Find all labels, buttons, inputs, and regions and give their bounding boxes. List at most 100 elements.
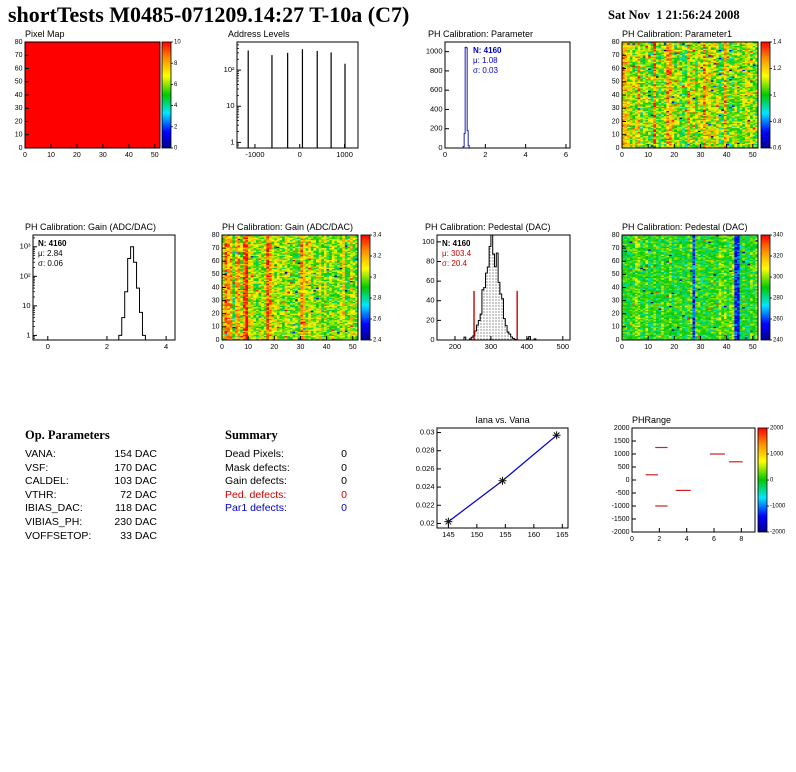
svg-text:1000: 1000 (336, 150, 353, 159)
svg-text:50: 50 (612, 271, 620, 278)
chart-title: Iana vs. Vana (475, 415, 530, 425)
svg-text:0: 0 (620, 344, 624, 351)
chart-title: Pixel Map (25, 29, 65, 39)
panel-pixel-map: Pixel Map 10 8 6 4 2 0 0 10 20 30 40 50 0 10 20 30 40 50 6… (0, 28, 198, 168)
svg-text:50: 50 (349, 344, 357, 351)
svg-text:80: 80 (612, 39, 620, 46)
summary-label: Dead Pixels: (225, 448, 284, 460)
svg-text:0: 0 (298, 150, 302, 159)
op-parameters-block: Op. Parameters VANA: 154 DAC VSF: 170 DA… (25, 428, 157, 543)
op-parameter-row: CALDEL: 103 DAC (25, 475, 157, 489)
svg-text:40: 40 (612, 284, 620, 291)
svg-text:80: 80 (426, 256, 434, 265)
summary-value: 0 (341, 475, 347, 488)
panel-gain-hist: PH Calibration: Gain (ADC/DAC) 0 2 4 1 10 10²… (0, 221, 198, 361)
svg-text:4: 4 (164, 342, 168, 351)
op-parameter-row: VIBIAS_PH: 230 DAC (25, 516, 157, 530)
svg-text:200: 200 (430, 124, 443, 133)
panel-ph-parameter: PH Calibration: Parameter 0 2 4 6 0 200 400 600… (408, 28, 604, 168)
timestamp: Sat Nov 1 21:56:24 2008 (608, 8, 740, 22)
summary-label: Mask defects: (225, 461, 290, 474)
svg-text:0: 0 (23, 152, 27, 159)
param-label: VSF: (25, 461, 49, 474)
svg-text:2000: 2000 (770, 426, 784, 432)
summary-heading: Summary (225, 428, 278, 442)
svg-text:0: 0 (630, 536, 634, 543)
svg-text:60: 60 (212, 258, 220, 265)
svg-text:10²: 10² (224, 65, 235, 74)
svg-text:30: 30 (697, 152, 705, 159)
svg-text:-2000: -2000 (770, 530, 786, 536)
param-label: VTHR: (25, 488, 57, 501)
svg-text:0.028: 0.028 (416, 446, 435, 455)
svg-text:1: 1 (230, 137, 234, 146)
svg-text:30: 30 (612, 105, 620, 112)
svg-text:10²: 10² (20, 271, 31, 280)
iana-vana-plot-svg: 145 150 155 160 165 0.02 0.022 0.024 0.026 0.028 0… (416, 427, 569, 539)
panel-parameter1-map: PH Calibration: Parameter1 1.4 1.2 1 0.8 0.6… (608, 28, 796, 168)
svg-text:80: 80 (612, 232, 620, 239)
summary-label: Ped. defects: (225, 488, 287, 501)
svg-text:1: 1 (26, 330, 30, 339)
svg-text:70: 70 (612, 245, 620, 252)
param-label: IBIAS_DAC: (25, 502, 83, 515)
svg-text:40: 40 (125, 152, 133, 159)
page-title: shortTests M0485-071209.14:27 T-10a (C7) (8, 2, 410, 27)
svg-text:50: 50 (15, 79, 23, 86)
summary-value: 0 (341, 488, 347, 501)
param-value: 170 DAC (114, 461, 157, 474)
svg-text:0: 0 (616, 145, 620, 152)
svg-text:2000: 2000 (614, 425, 630, 432)
svg-text:-2000: -2000 (612, 529, 630, 536)
svg-text:σ: 20.4: σ: 20.4 (442, 259, 468, 268)
svg-text:280: 280 (773, 296, 784, 302)
svg-text:60: 60 (612, 65, 620, 72)
svg-text:30: 30 (297, 344, 305, 351)
parameter1-map-plot-svg: 1.4 1.2 1 0.8 0.6 0 10 20 30 40 50 0 10 20 30 40 50 60 70 8… (612, 39, 782, 159)
gain-map-plot-svg: 3.4 3.2 3 2.8 2.6 2.4 0 10 20 30 40 50 0 10 20 30 40 50 60… (212, 232, 382, 351)
op-parameter-row: VTHR: 72 DAC (25, 489, 157, 503)
op-parameter-row: VSF: 170 DAC (25, 462, 157, 476)
svg-text:0: 0 (216, 337, 220, 344)
svg-text:N: 4160: N: 4160 (38, 239, 67, 248)
summary-value: 0 (341, 461, 347, 474)
svg-text:0: 0 (616, 337, 620, 344)
svg-text:20: 20 (670, 344, 678, 351)
param-label: VOFFSETOP: (25, 529, 92, 542)
param-value: 154 DAC (114, 448, 157, 460)
svg-text:20: 20 (612, 311, 620, 318)
chart-title: PH Calibration: Pedestal (DAC) (622, 222, 748, 232)
op-parameters-heading: Op. Parameters (25, 428, 110, 442)
svg-text:0.026: 0.026 (416, 464, 435, 473)
svg-text:2: 2 (105, 342, 109, 351)
svg-text:20: 20 (212, 311, 220, 318)
svg-text:3.4: 3.4 (373, 233, 382, 239)
svg-text:30: 30 (99, 152, 107, 159)
svg-text:1500: 1500 (614, 438, 630, 445)
svg-text:8: 8 (739, 536, 743, 543)
svg-text:340: 340 (773, 233, 784, 239)
svg-text:N: 4160: N: 4160 (442, 239, 471, 248)
summary-block: Summary Dead Pixels: 0 Mask defects: 0 G… (225, 428, 347, 516)
address-levels-plot-svg: -1000 0 1000 1 10 10² (224, 41, 359, 159)
panel-address-levels: Address Levels -1000 0 1000 1 10 10² (200, 28, 400, 168)
svg-text:6: 6 (564, 150, 568, 159)
svg-text:-1000: -1000 (612, 503, 630, 510)
svg-text:-1000: -1000 (245, 150, 264, 159)
svg-text:80: 80 (212, 232, 220, 239)
panel-pedestal-hist: PH Calibration: Pedestal (DAC) 200 300 400… (408, 221, 604, 361)
svg-text:155: 155 (499, 530, 512, 539)
svg-text:0: 0 (174, 146, 178, 152)
svg-text:60: 60 (612, 258, 620, 265)
param-value: 118 DAC (115, 502, 157, 515)
summary-row: Par1 defects: 0 (225, 502, 347, 516)
svg-text:600: 600 (430, 85, 443, 94)
svg-text:1000: 1000 (426, 47, 443, 56)
svg-text:3.2: 3.2 (373, 254, 382, 260)
summary-value: 0 (341, 502, 347, 515)
svg-text:300: 300 (773, 275, 784, 281)
svg-text:2.6: 2.6 (373, 317, 382, 323)
svg-text:10: 10 (22, 301, 30, 310)
svg-text:0: 0 (220, 344, 224, 351)
svg-text:40: 40 (723, 344, 731, 351)
